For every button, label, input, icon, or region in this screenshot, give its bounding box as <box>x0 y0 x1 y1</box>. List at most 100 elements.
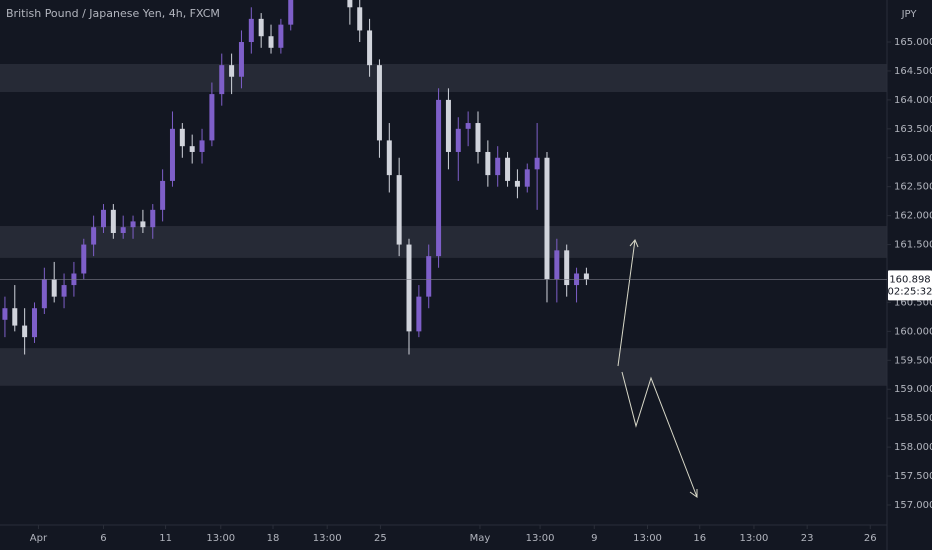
candle-body <box>514 180 520 187</box>
candle-body <box>278 24 284 48</box>
arrow-head <box>629 239 639 248</box>
candle-body <box>357 7 363 31</box>
candle-body <box>485 151 491 176</box>
candle-body <box>189 146 195 152</box>
axes: 157.000 157.500 158.000 158.500 159.000 159.5… <box>0 37 932 544</box>
candle-body <box>524 169 530 187</box>
candle-body <box>238 42 244 77</box>
last-price-label: 160.898 <box>889 274 930 285</box>
chart-title: British Pound / Japanese Yen, 4h, FXCM <box>6 7 220 20</box>
candle-body <box>288 0 294 25</box>
candle-body <box>455 128 461 152</box>
x-tick-label: 13:00 <box>206 533 235 544</box>
y-tick-label: 162.500 <box>894 182 932 193</box>
candle-body <box>160 180 166 210</box>
candle-body <box>406 244 412 332</box>
x-tick-label: 26 <box>864 533 877 544</box>
drawings <box>617 239 698 498</box>
candle-body <box>41 279 47 309</box>
y-tick-label: 163.500 <box>894 124 932 135</box>
x-tick-label: 9 <box>591 533 597 544</box>
candle-body <box>564 250 570 286</box>
candle-body <box>505 157 511 181</box>
candle-body <box>544 157 550 280</box>
x-tick-label: 25 <box>374 533 387 544</box>
y-tick-label: 157.500 <box>894 471 932 482</box>
x-tick-label: 13:00 <box>313 533 342 544</box>
candle-body <box>2 308 8 320</box>
x-tick-label: 6 <box>100 533 106 544</box>
arrow-up <box>617 239 636 367</box>
arrow-zigzag <box>621 371 698 498</box>
candle-body <box>268 36 274 48</box>
candle-body <box>110 209 116 233</box>
candle-body <box>150 209 156 228</box>
candle-body <box>169 128 175 181</box>
candle-body <box>465 123 471 129</box>
x-tick-label: 23 <box>801 533 814 544</box>
candle-body <box>436 99 442 257</box>
y-tick-label: 158.000 <box>894 442 932 453</box>
candle-body <box>534 157 540 170</box>
zone <box>0 348 887 386</box>
candle-body <box>583 273 589 280</box>
candle-body <box>426 256 432 297</box>
arrow-head <box>689 489 698 498</box>
y-tick-label: 163.000 <box>894 153 932 164</box>
x-tick-label: May <box>470 533 491 544</box>
countdown-label: 02:25:32 <box>888 286 932 297</box>
candle-body <box>445 99 451 152</box>
candle-body <box>376 65 382 141</box>
candle-body <box>475 123 481 152</box>
y-tick-label: 160.500 <box>894 297 932 308</box>
candle-body <box>367 30 373 66</box>
y-tick-label: 159.000 <box>894 384 932 395</box>
candle-body <box>81 244 87 274</box>
candle-body <box>209 94 215 141</box>
y-tick-label: 158.500 <box>894 413 932 424</box>
candle-body <box>31 308 37 338</box>
candle-body <box>386 140 392 176</box>
x-tick-label: 18 <box>267 533 280 544</box>
y-tick-label: 159.500 <box>894 355 932 366</box>
candle-body <box>416 296 422 332</box>
candle-body <box>91 227 97 245</box>
candle-body <box>12 308 18 326</box>
candle-body <box>61 285 67 297</box>
candle-body <box>219 65 225 95</box>
candle-body <box>248 18 254 43</box>
currency-label: JPY <box>901 9 918 20</box>
y-tick-label: 164.500 <box>894 66 932 77</box>
candle-body <box>396 175 402 245</box>
candle-body <box>347 0 353 8</box>
x-tick-label: 13:00 <box>633 533 662 544</box>
candle-body <box>554 250 560 280</box>
zone <box>0 64 887 93</box>
candle-body <box>22 325 28 338</box>
candle-body <box>199 140 205 152</box>
y-tick-label: 164.000 <box>894 95 932 106</box>
y-tick-label: 161.500 <box>894 240 932 251</box>
candle-body <box>100 209 106 228</box>
candle-body <box>120 227 126 233</box>
candle-body <box>179 128 185 147</box>
x-tick-label: 13:00 <box>526 533 555 544</box>
candle-body <box>495 157 501 176</box>
x-tick-label: 16 <box>693 533 706 544</box>
candle-body <box>51 279 57 297</box>
candle-body <box>229 65 235 77</box>
candles <box>2 0 589 355</box>
y-tick-label: 160.000 <box>894 326 932 337</box>
zones <box>0 64 887 386</box>
y-tick-label: 165.000 <box>894 37 932 48</box>
candle-body <box>130 221 136 228</box>
x-tick-label: Apr <box>30 533 48 544</box>
x-tick-label: 11 <box>159 533 172 544</box>
zone <box>0 226 887 258</box>
last-price-box <box>888 270 932 301</box>
x-tick-label: 13:00 <box>740 533 769 544</box>
y-tick-label: 157.000 <box>894 500 932 511</box>
candle-body <box>140 221 146 228</box>
y-tick-label: 162.000 <box>894 211 932 222</box>
